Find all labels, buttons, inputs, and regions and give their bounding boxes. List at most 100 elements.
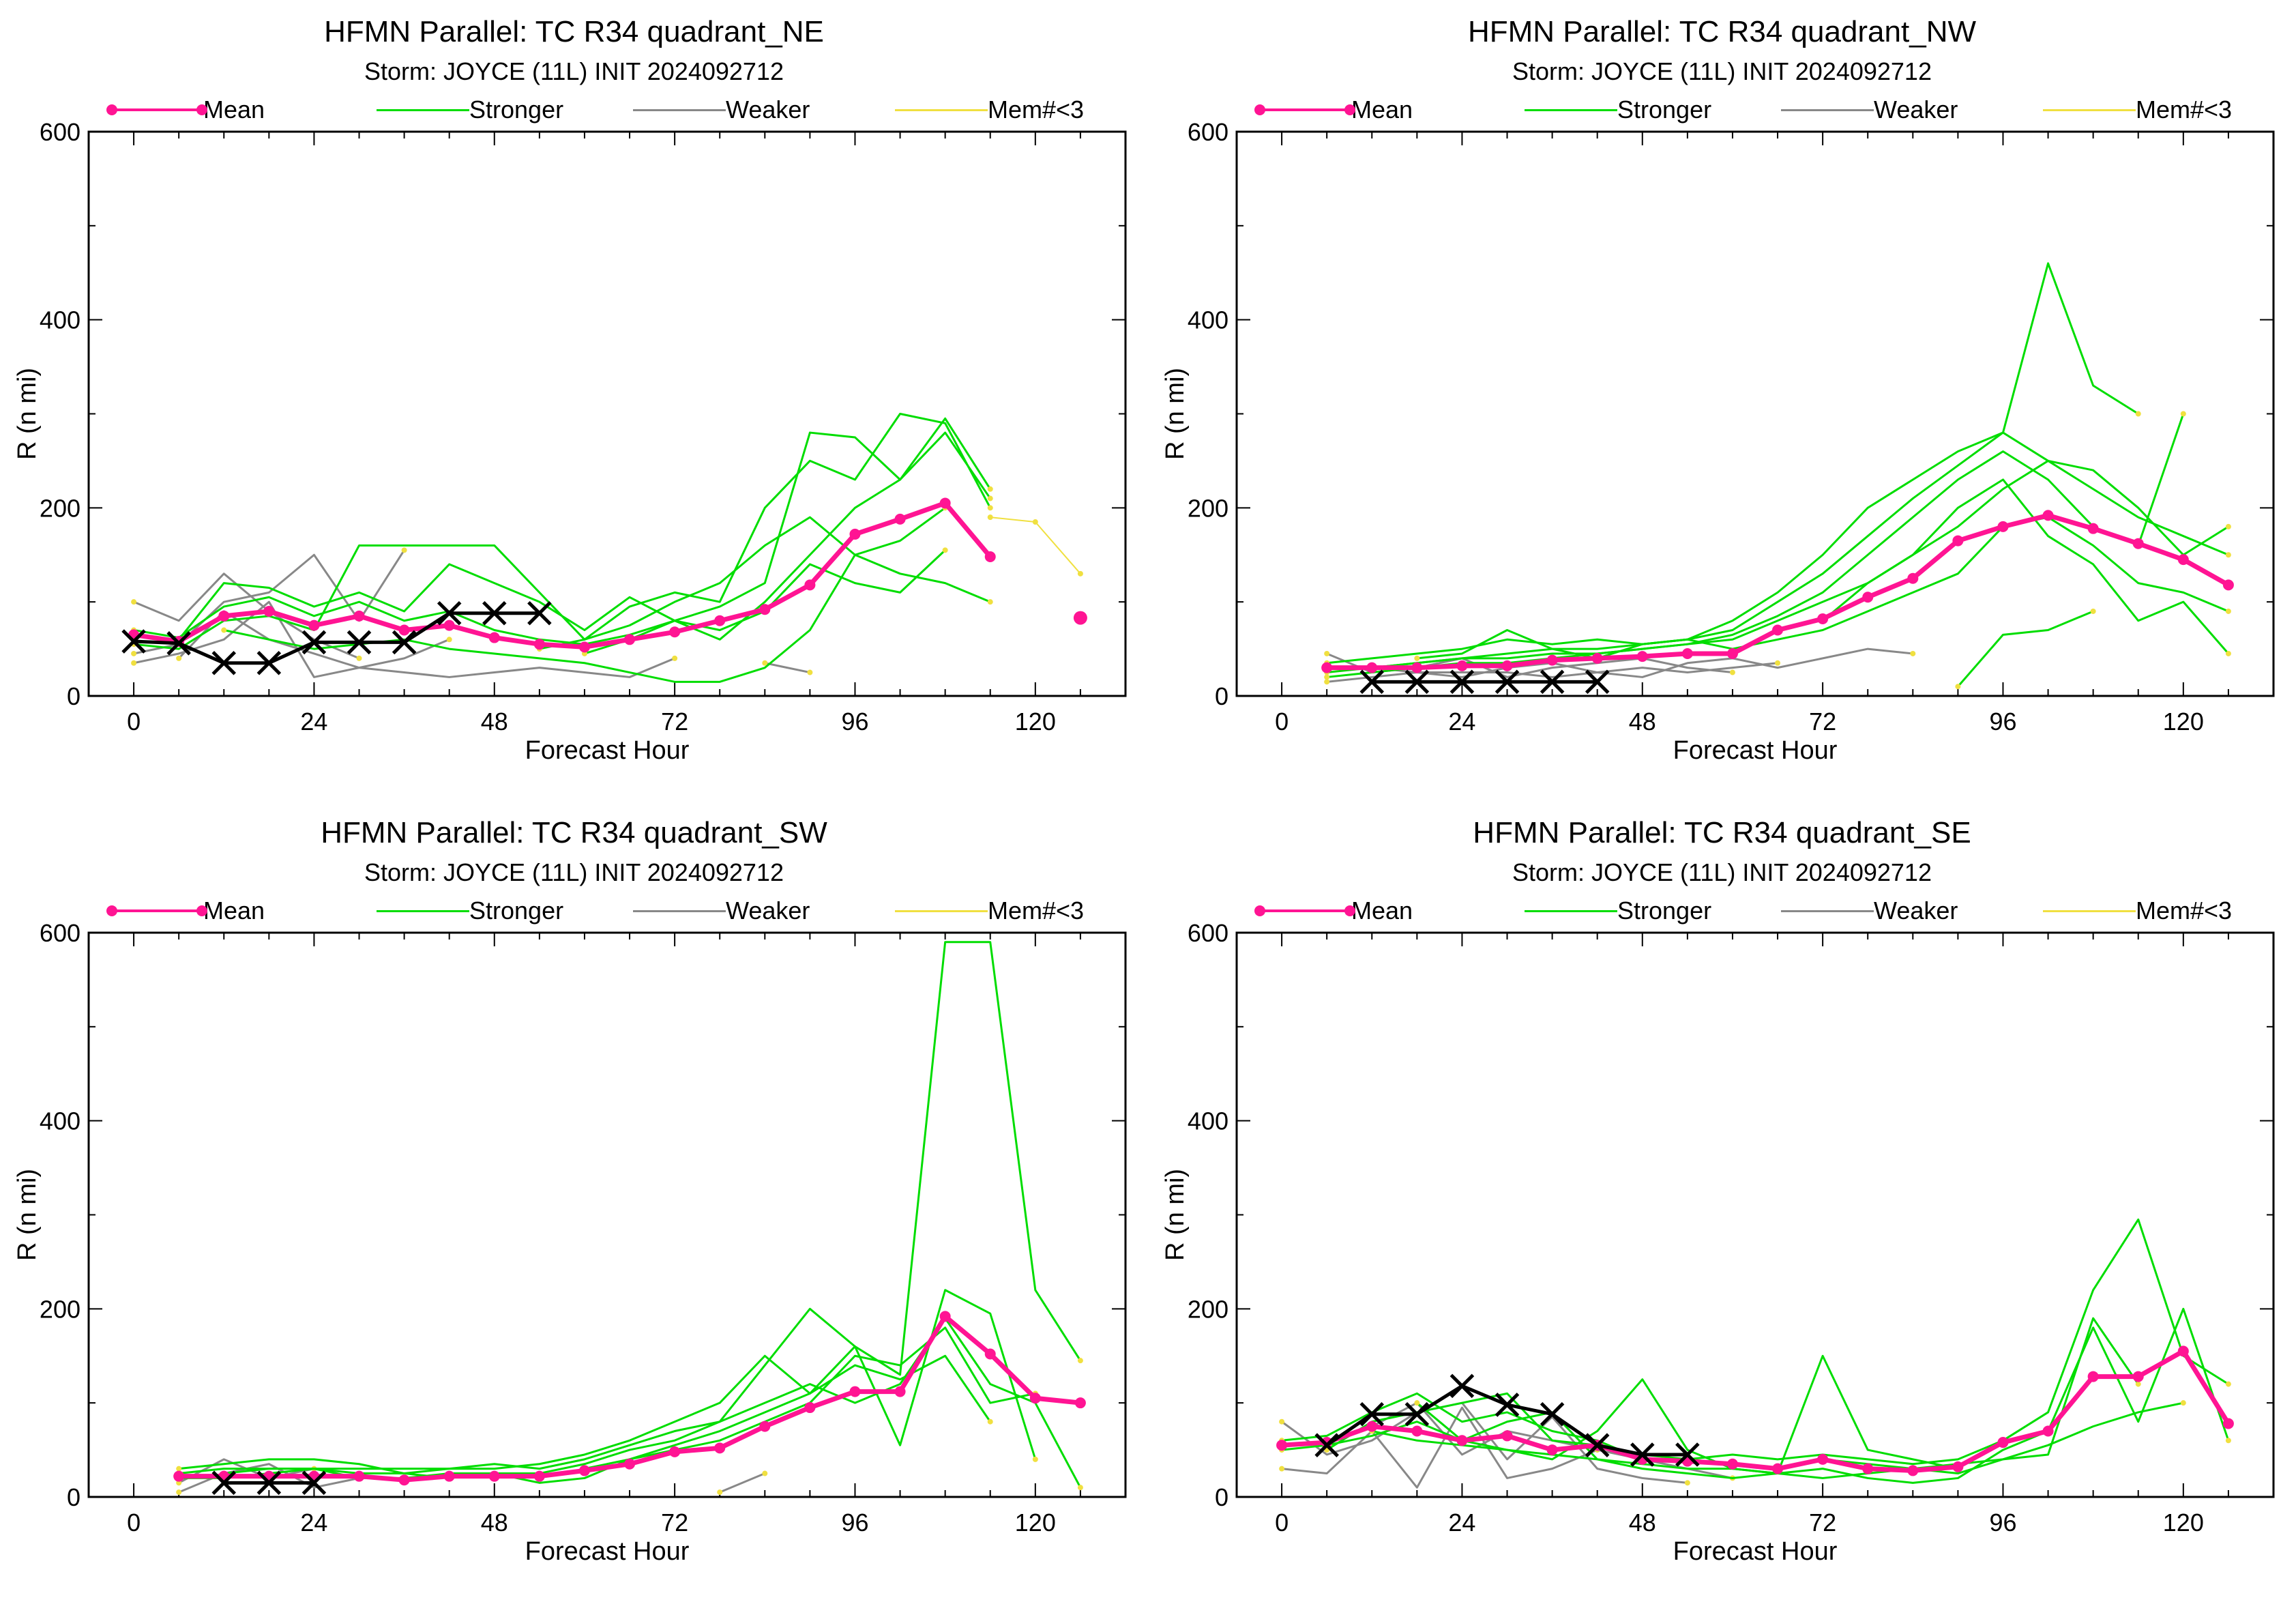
mean-point <box>759 604 771 615</box>
observed-x-marker <box>1540 1401 1565 1427</box>
mean-point <box>1952 1461 1964 1472</box>
x-tick-label: 0 <box>1275 708 1289 736</box>
legend-item-mean: Mean <box>1254 894 1413 928</box>
series-stronger-8-line <box>223 507 946 683</box>
legend-dot <box>106 104 117 115</box>
legend-line <box>2043 910 2136 912</box>
y-tick-label: 0 <box>1215 682 1228 710</box>
member-endpoint <box>2180 1400 2186 1406</box>
member-endpoint <box>131 650 137 656</box>
legend-label-stronger: Stronger <box>1617 897 1712 924</box>
legend-line <box>2043 109 2136 111</box>
mean-point <box>714 615 726 626</box>
mean-point <box>1074 1397 1086 1409</box>
mean-point <box>1366 662 1378 673</box>
legend-item-stronger: Stronger <box>377 93 563 127</box>
chart-panel-sw: HFMN Parallel: TC R34 quadrant_SW Storm: … <box>0 801 1148 1602</box>
observed-x-marker <box>347 630 372 655</box>
mean-point <box>1029 1393 1041 1404</box>
series-weaker-0-line <box>1281 1406 1598 1489</box>
x-tick-label: 96 <box>1989 1509 2016 1537</box>
mean-point <box>1636 651 1648 662</box>
legend-dot <box>106 905 117 916</box>
series-mean-8-line <box>179 1313 1081 1483</box>
series-stronger-6-line <box>1372 459 2229 669</box>
legend-label-mean: Mean <box>1351 96 1413 123</box>
x-tick-label: 48 <box>1629 708 1656 736</box>
legend-dot <box>1344 905 1355 916</box>
x-tick-label: 0 <box>127 708 141 736</box>
legend-swatch-mem <box>895 93 988 127</box>
member-endpoint <box>717 1489 723 1496</box>
member-endpoint <box>2225 1438 2231 1444</box>
mean-point <box>1546 654 1558 666</box>
plot-svg: 0 24 48 72 96 120 0 200 400 600 Forecast Hour R (n … <box>13 118 1127 765</box>
member-endpoint <box>987 486 993 492</box>
member-endpoint <box>2135 1381 2141 1387</box>
member-endpoint <box>1279 1466 1285 1472</box>
member-endpoint <box>2135 411 2141 417</box>
member-endpoint <box>1279 1418 1285 1425</box>
x-axis-label: Forecast Hour <box>525 1537 690 1566</box>
series-stronger-5-line <box>1327 413 2185 678</box>
axes-group: 0 24 48 72 96 120 0 200 400 600 Forecast Hour R (n … <box>13 118 1126 765</box>
member-endpoint <box>807 669 813 675</box>
legend-item-mem: Mem#<3 <box>2043 93 2232 127</box>
chart-panel-ne: HFMN Parallel: TC R34 quadrant_NE Storm: … <box>0 0 1148 801</box>
mean-point <box>398 1474 410 1486</box>
mean-point <box>2132 538 2144 549</box>
x-tick-label: 120 <box>1015 1509 1056 1537</box>
observed-x-marker <box>1495 669 1520 695</box>
member-endpoint <box>672 655 678 661</box>
series-weaker-0-line <box>178 1463 359 1494</box>
mean-point <box>2042 1425 2054 1437</box>
legend-label-mean: Mean <box>203 897 265 924</box>
plot-frame <box>87 931 1127 1498</box>
legend-label-mem: Mem#<3 <box>2136 96 2233 123</box>
observed-x-marker <box>1540 669 1565 695</box>
member-endpoint <box>1910 650 1916 656</box>
legend-label-stronger: Stronger <box>1617 96 1712 123</box>
mean-point <box>1411 662 1423 673</box>
observed-x-marker <box>256 650 282 675</box>
legend-swatch-weaker <box>1781 93 1874 127</box>
legend-item-mem: Mem#<3 <box>895 93 1084 127</box>
legend-item-mean: Mean <box>106 93 265 127</box>
series-group <box>1276 1218 2234 1489</box>
mean-point <box>1321 662 1333 673</box>
mean-point <box>1073 611 1087 625</box>
member-endpoint <box>131 660 137 666</box>
mean-point <box>1997 1437 2009 1448</box>
legend-swatch-mem <box>2043 93 2136 127</box>
x-tick-label: 96 <box>841 708 868 736</box>
member-endpoint <box>1775 660 1781 666</box>
legend-line <box>377 109 469 111</box>
y-tick-label: 200 <box>40 494 80 522</box>
x-tick-label: 24 <box>1448 1509 1475 1537</box>
member-endpoint <box>762 1470 768 1476</box>
legend-swatch-mean <box>106 93 207 127</box>
chart-legend: Mean Stronger Weaker Mem#<3 <box>1148 93 2296 127</box>
series-stronger-10-line <box>539 516 991 650</box>
series-weaker-4-line <box>764 662 810 674</box>
y-tick-label: 400 <box>1188 306 1228 334</box>
series-weaker-3-line <box>178 610 675 678</box>
axes-group: 0 24 48 72 96 120 0 200 400 600 Forecast Hour R (n … <box>1161 118 2274 765</box>
series-stronger-8-line <box>1822 478 2230 654</box>
observed-x-marker <box>527 600 552 626</box>
legend-label-mem: Mem#<3 <box>2136 897 2233 924</box>
legend-swatch-weaker <box>1781 894 1874 928</box>
y-tick-label: 600 <box>40 118 80 146</box>
chart-title: HFMN Parallel: TC R34 quadrant_NE <box>324 15 824 48</box>
series-mem-11-line <box>990 516 1081 574</box>
chart-subtitle: Storm: JOYCE (11L) INIT 2024092712 <box>364 57 784 85</box>
member-endpoint <box>2225 523 2231 529</box>
member-endpoint <box>987 505 993 511</box>
x-axis-label: Forecast Hour <box>1673 1537 1838 1566</box>
legend-item-weaker: Weaker <box>1781 93 1958 127</box>
legend-item-weaker: Weaker <box>1781 894 1958 928</box>
member-endpoint <box>2180 411 2186 417</box>
member-endpoint <box>1324 674 1330 680</box>
observed-x-marker <box>1404 669 1430 695</box>
chart-legend: Mean Stronger Weaker Mem#<3 <box>1148 894 2296 928</box>
